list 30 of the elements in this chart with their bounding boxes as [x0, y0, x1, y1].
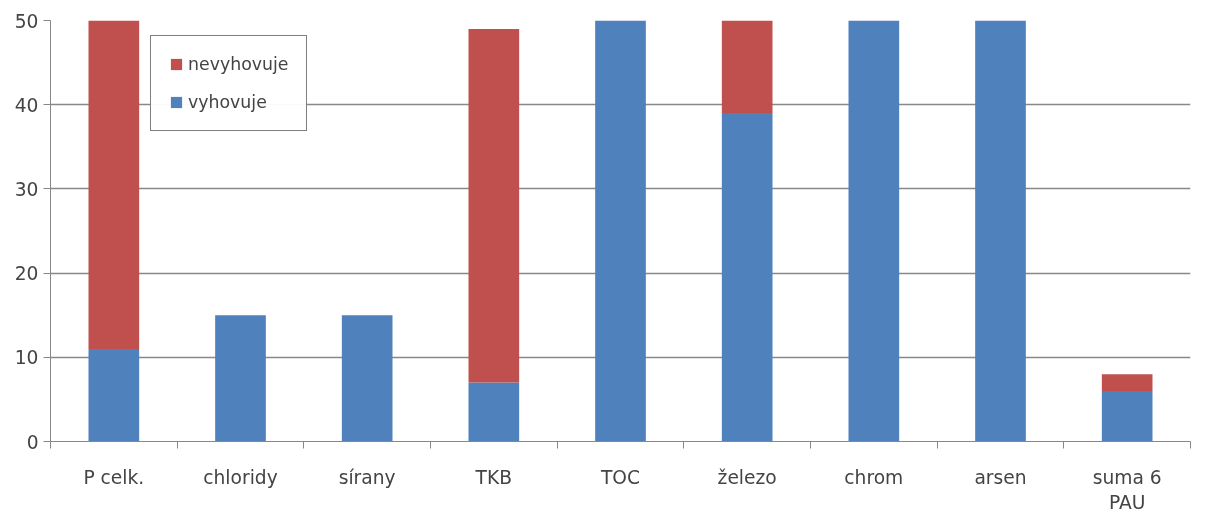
x-tick-label: chloridy [203, 466, 278, 488]
bar [88, 20, 140, 349]
x-tick-label: arsen [974, 466, 1027, 488]
y-tick-label: 40 [14, 94, 39, 116]
x-tick-label: železo [717, 466, 777, 488]
bar [595, 20, 646, 442]
y-tick-label: 10 [14, 347, 39, 369]
bar [88, 348, 140, 442]
legend-label: nevyhovuje [188, 54, 289, 74]
bar [468, 382, 520, 442]
x-tick-label: suma 6 PAU [1092, 466, 1162, 513]
bar [721, 20, 773, 114]
bar [468, 28, 520, 383]
x-tick-label: TKB [474, 466, 513, 488]
legend-label: vyhovuje [188, 92, 267, 112]
y-tick-label: 50 [14, 10, 39, 32]
y-tick-label: 20 [14, 263, 39, 285]
x-tick-label: P celk. [83, 466, 145, 488]
bar [1101, 374, 1153, 391]
bar [1101, 390, 1153, 442]
x-tick-label: TOC [599, 466, 641, 488]
bar [975, 20, 1026, 442]
x-tick-label: sírany [338, 466, 396, 488]
bar [721, 113, 773, 442]
y-tick-label: 30 [14, 178, 39, 200]
y-tick-label: 0 [26, 431, 39, 453]
bar [341, 315, 393, 442]
bar [848, 20, 900, 442]
bar [215, 315, 266, 442]
x-tick-label: chrom [844, 466, 904, 488]
